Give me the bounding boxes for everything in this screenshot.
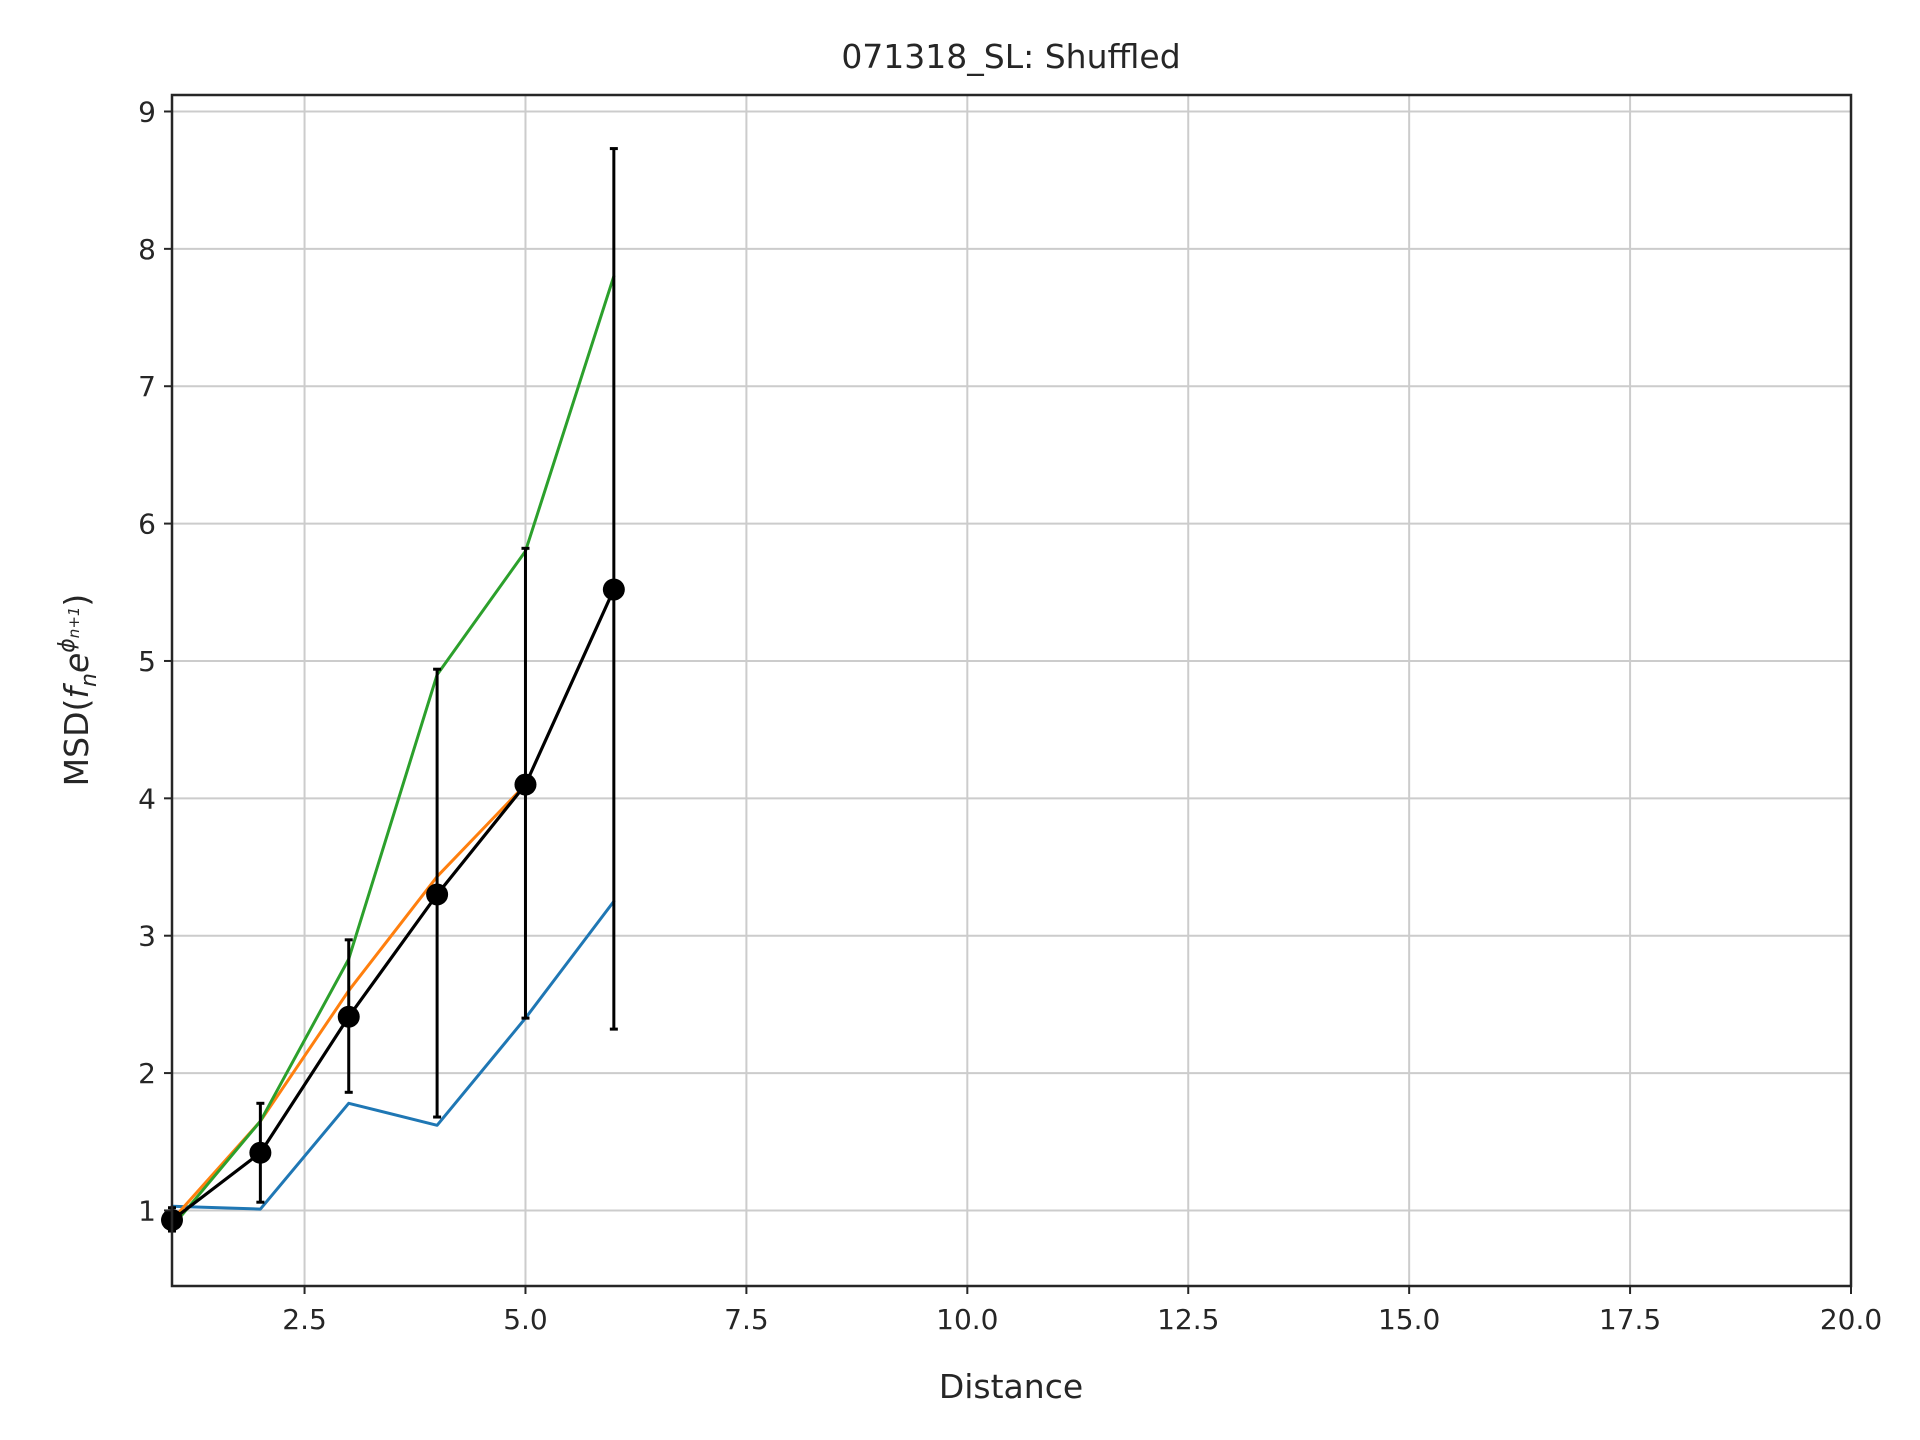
x-tick-label: 5.0 xyxy=(503,1303,548,1336)
x-tick-label: 20.0 xyxy=(1820,1303,1882,1336)
series-line-3 xyxy=(170,274,616,1229)
x-axis-label: Distance xyxy=(939,1367,1083,1406)
data-series xyxy=(170,274,616,1229)
x-tick-label: 17.5 xyxy=(1599,1303,1661,1336)
y-tick-labels: 1 2 3 4 5 6 7 8 9 xyxy=(138,95,156,1227)
x-tick-label: 7.5 xyxy=(724,1303,769,1336)
series-line-1 xyxy=(170,899,616,1211)
y-tick-label: 6 xyxy=(138,508,156,541)
data-point xyxy=(337,1005,360,1028)
data-point xyxy=(249,1141,272,1164)
y-tick-label: 5 xyxy=(138,645,156,678)
y-tick-label: 9 xyxy=(138,95,156,128)
x-tick-labels: 2.5 5.0 7.5 10.0 12.5 15.0 17.5 20.0 xyxy=(282,1303,1882,1336)
chart-title: 071318_SL: Shuffled xyxy=(841,37,1180,76)
grid-lines xyxy=(172,95,1852,1286)
y-tick-label: 8 xyxy=(138,233,156,266)
data-point xyxy=(602,578,625,601)
x-tick-label: 10.0 xyxy=(936,1303,998,1336)
y-tick-label: 3 xyxy=(138,920,156,953)
y-tick-label: 1 xyxy=(138,1194,156,1227)
data-point xyxy=(514,773,537,796)
series-line-4 xyxy=(170,587,616,1222)
x-tick-label: 2.5 xyxy=(282,1303,327,1336)
x-tick-label: 12.5 xyxy=(1157,1303,1219,1336)
axis-ticks xyxy=(164,110,1852,1294)
x-tick-label: 15.0 xyxy=(1378,1303,1440,1336)
y-tick-label: 2 xyxy=(138,1057,156,1090)
y-tick-label: 4 xyxy=(138,782,156,815)
data-point xyxy=(426,883,449,906)
plot-frame xyxy=(170,93,1853,1288)
y-tick-label: 7 xyxy=(138,370,156,403)
